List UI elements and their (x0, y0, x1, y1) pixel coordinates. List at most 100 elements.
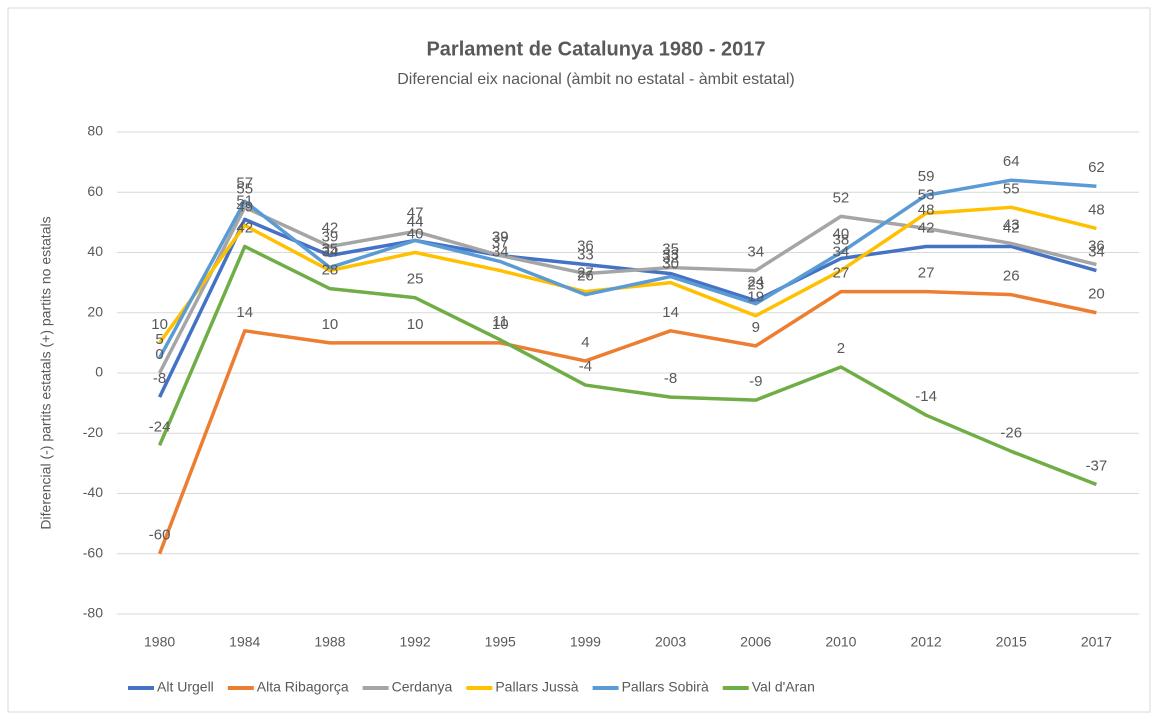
y-tick-label: 40 (87, 243, 103, 259)
data-label: 55 (1003, 180, 1020, 197)
data-label: 27 (918, 265, 935, 282)
data-label: 35 (662, 241, 679, 258)
y-axis-label: Diferencial (-) partits estatals (+) par… (38, 216, 54, 529)
x-tick-label: 1999 (570, 634, 601, 650)
data-label: 26 (577, 268, 594, 285)
data-label: 42 (322, 219, 339, 236)
data-label: -24 (149, 418, 171, 435)
data-label: 27 (577, 265, 594, 282)
y-tick-label: 80 (87, 123, 103, 139)
data-label: 49 (236, 198, 253, 215)
data-label: -14 (915, 388, 937, 405)
data-label: 34 (747, 244, 764, 261)
data-label: 34 (492, 244, 509, 261)
data-label: 33 (577, 247, 594, 264)
x-tick-label: 1984 (229, 634, 260, 650)
data-label: 27 (833, 265, 850, 282)
data-label: 34 (833, 244, 850, 261)
data-label: 5 (155, 331, 163, 348)
data-label: 42 (918, 219, 935, 236)
data-label: 52 (833, 189, 850, 206)
data-label: 48 (1088, 201, 1105, 218)
y-tick-label: -80 (83, 605, 103, 621)
data-label: 44 (407, 213, 424, 230)
data-label: 14 (662, 304, 679, 321)
x-tick-label: 2015 (996, 634, 1027, 650)
data-label: 2 (837, 340, 845, 357)
data-label: 57 (236, 174, 253, 191)
data-label: 42 (236, 219, 253, 236)
legend-label: Cerdanya (392, 679, 453, 695)
data-label: 51 (236, 192, 253, 209)
x-tick-label: 2012 (911, 634, 942, 650)
data-label: 9 (752, 319, 760, 336)
data-label: -8 (153, 370, 166, 387)
data-label: 43 (1003, 216, 1020, 233)
legend-label: Pallars Sobirà (622, 679, 709, 695)
data-label: 48 (918, 201, 935, 218)
y-tick-label: -40 (83, 484, 103, 500)
chart-title: Parlament de Catalunya 1980 - 2017 (426, 38, 765, 60)
series-line (157, 244, 1098, 487)
series-line (158, 205, 1097, 374)
data-label: 14 (236, 304, 253, 321)
data-label: 39 (492, 228, 509, 245)
data-label: 28 (322, 262, 339, 279)
data-label: 44 (407, 213, 424, 230)
data-label: 40 (833, 225, 850, 242)
data-label: 35 (322, 241, 339, 258)
x-tick-label: 1995 (485, 634, 516, 650)
data-label: -9 (749, 373, 762, 390)
chart-subtitle: Diferencial eix nacional (àmbit no estat… (397, 71, 795, 88)
data-label: 34 (322, 244, 339, 261)
legend-label: Val d'Aran (752, 679, 815, 695)
data-label: 59 (918, 168, 935, 185)
y-tick-label: 60 (87, 183, 103, 199)
data-label: 47 (407, 204, 424, 221)
data-label: 64 (1003, 153, 1020, 170)
data-label: 36 (1088, 238, 1105, 255)
y-tick-label: -60 (83, 544, 103, 560)
data-label: 39 (492, 228, 509, 245)
data-label: 10 (407, 316, 424, 333)
data-label: 33 (662, 247, 679, 264)
data-label: 53 (918, 186, 935, 203)
data-label: 36 (577, 238, 594, 255)
data-label: 26 (1003, 268, 1020, 285)
x-tick-label: 1980 (144, 634, 175, 650)
data-label: 24 (747, 274, 764, 291)
y-tick-label: 20 (87, 303, 103, 319)
x-tick-label: 1988 (314, 634, 345, 650)
legend-label: Alt Urgell (157, 679, 214, 695)
data-label: 40 (407, 225, 424, 242)
data-label: 62 (1088, 159, 1105, 176)
data-label: 25 (407, 271, 424, 288)
legend-label: Pallars Jussà (495, 679, 578, 695)
data-label: -8 (664, 370, 677, 387)
data-label: 32 (662, 250, 679, 267)
y-tick-label: -20 (83, 424, 103, 440)
data-label: -4 (579, 358, 592, 375)
x-tick-label: 2003 (655, 634, 686, 650)
series-line (158, 178, 1097, 359)
x-tick-label: 2010 (825, 634, 856, 650)
data-label: 11 (492, 313, 508, 330)
data-label: 19 (747, 289, 764, 306)
data-label: 10 (151, 316, 168, 333)
data-label: 38 (833, 231, 850, 248)
legend-label: Alta Ribagorça (257, 679, 349, 695)
data-label: 55 (236, 180, 253, 197)
data-label: 42 (1003, 219, 1020, 236)
x-tick-label: 2006 (740, 634, 771, 650)
x-tick-label: 1992 (400, 634, 431, 650)
data-label: -26 (1000, 424, 1022, 441)
data-label: 30 (662, 256, 679, 273)
data-label: 37 (492, 235, 509, 252)
data-label: 0 (155, 346, 163, 363)
data-label: 23 (747, 277, 764, 294)
data-label: 10 (322, 316, 339, 333)
data-label: 20 (1088, 286, 1105, 303)
data-label: 10 (492, 316, 509, 333)
